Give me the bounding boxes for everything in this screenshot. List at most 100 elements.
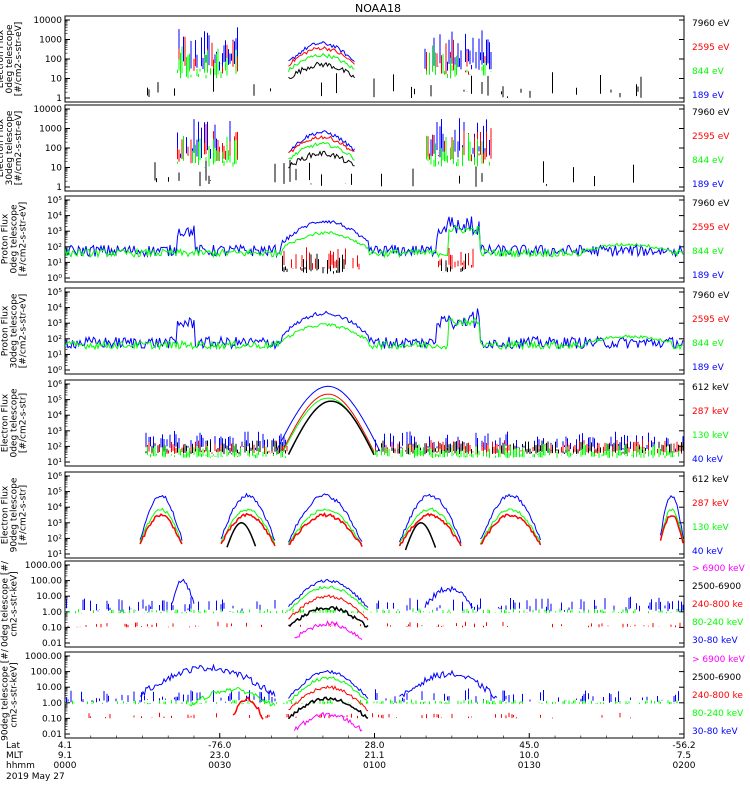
series-line xyxy=(288,135,355,154)
legend-entry: 40 keV xyxy=(692,547,724,557)
panel-1: 1 10 100 1000 10000 Electron Flux0deg telesco… xyxy=(0,15,730,104)
y-tick-label: 1 xyxy=(56,94,62,104)
y-tick-label: 1.00 xyxy=(42,699,62,709)
x-tick-label: -56.2 xyxy=(672,741,695,751)
y-axis-label: TEDProton Flux0deg telescope[#/cm2-s-str… xyxy=(0,202,29,277)
y-tick-label: 10³ xyxy=(47,319,62,329)
series-line xyxy=(65,317,684,351)
series-line xyxy=(282,393,375,452)
data-traces xyxy=(145,385,684,459)
y-tick-label: 10⁵ xyxy=(47,396,62,406)
data-traces xyxy=(65,308,684,351)
legend-entry: 189 eV xyxy=(692,180,725,190)
y-tick-label: 10² xyxy=(47,442,62,452)
y-tick-label: 10⁴ xyxy=(47,503,62,513)
series-line xyxy=(424,585,474,608)
y-tick-label: 10⁰ xyxy=(47,274,62,284)
legend-entry: 844 eV xyxy=(692,339,725,349)
date-label: 2019 May 27 xyxy=(6,772,65,782)
y-tick-label: 1000.00 xyxy=(25,561,62,571)
y-tick-label: 100.00 xyxy=(31,577,63,587)
series-line xyxy=(65,308,684,350)
data-traces xyxy=(65,216,684,274)
legend-entry: 2595 eV xyxy=(692,132,730,142)
series-line xyxy=(294,620,363,641)
legend-entry: 80-240 keV xyxy=(692,618,744,628)
series-line xyxy=(294,711,363,732)
y-tick-label: 100 xyxy=(45,144,62,154)
legend-entry: 2500-6900 xyxy=(692,582,741,592)
series-spikes xyxy=(177,45,492,79)
legend-entry: 2500-6900 xyxy=(692,673,741,683)
y-tick-label: 10³ xyxy=(47,519,62,529)
series-line xyxy=(288,605,369,628)
legend-entry: 189 eV xyxy=(692,363,725,373)
chart-title: NOAA18 xyxy=(355,2,401,15)
panel-frame xyxy=(64,651,685,739)
series-spikes xyxy=(65,596,684,612)
legend-entry: 844 eV xyxy=(692,156,725,166)
x-tick-label: 10.0 xyxy=(519,751,539,761)
y-axis-label: Electron Flux30deg telescope[#/cm2-s-str… xyxy=(0,110,24,185)
y-tick-label: 0.01 xyxy=(42,730,62,740)
legend-entry: 189 eV xyxy=(692,271,725,281)
series-line xyxy=(288,685,369,712)
series-line xyxy=(65,216,684,259)
x-tick-label: 0100 xyxy=(363,761,386,771)
x-row-label: MLT xyxy=(6,751,24,761)
legend-entry: 2595 eV xyxy=(692,223,730,233)
y-tick-label: 10⁵ xyxy=(47,488,62,498)
data-traces xyxy=(154,118,634,187)
series-spikes xyxy=(177,124,492,164)
series-line xyxy=(65,225,684,259)
series-spikes xyxy=(177,118,492,160)
series-line xyxy=(399,669,498,699)
y-tick-label: 10⁵ xyxy=(47,196,62,206)
series-line xyxy=(288,594,369,621)
y-tick-label: 100.00 xyxy=(31,668,63,678)
series-spikes xyxy=(283,247,474,270)
legend-entry: 7960 eV xyxy=(692,108,730,118)
data-traces xyxy=(147,27,642,98)
y-tick-label: 1000 xyxy=(39,125,62,135)
panel-6: 10¹ 10² 10³ 10⁴ 10⁵ 10⁶ MEPEDElectron Flux90de… xyxy=(0,471,729,560)
legend-entry: 189 eV xyxy=(692,91,725,101)
series-line xyxy=(288,150,355,169)
x-tick-label: 21.1 xyxy=(364,751,384,761)
y-tick-label: 0.10 xyxy=(42,714,62,724)
series-line xyxy=(288,130,355,153)
series-line xyxy=(139,507,684,546)
y-tick-label: 10.00 xyxy=(36,592,62,602)
legend-entry: 844 eV xyxy=(692,67,725,77)
y-axis-label: MEPEDElectron Flux0deg telescope[#/cm2-s… xyxy=(0,388,29,458)
series-line xyxy=(287,400,375,456)
y-tick-label: 10000 xyxy=(33,105,62,115)
y-tick-label: 10⁴ xyxy=(47,411,62,421)
legend-entry: 287 keV xyxy=(692,499,729,509)
x-tick-label: -76.0 xyxy=(208,741,232,751)
y-tick-label: 10⁶ xyxy=(47,380,62,390)
x-tick-label: 4.1 xyxy=(58,741,72,751)
legend-entry: 2595 eV xyxy=(692,43,730,53)
panels: 1 10 100 1000 10000 Electron Flux0deg telesco… xyxy=(0,15,746,741)
x-tick-label: 9.1 xyxy=(58,751,72,761)
series-spikes xyxy=(147,443,679,459)
series-line xyxy=(288,141,355,161)
y-tick-label: 10² xyxy=(47,335,62,345)
x-tick-label: 0030 xyxy=(208,761,231,771)
data-traces xyxy=(65,578,684,641)
y-tick-label: 10000 xyxy=(33,16,62,26)
y-tick-label: 10⁵ xyxy=(47,288,62,298)
y-tick-label: 1.00 xyxy=(42,608,62,618)
legend-entry: 7960 eV xyxy=(692,199,730,209)
x-tick-label: 28.0 xyxy=(364,741,384,751)
series-line xyxy=(276,385,381,452)
y-axis-label: TEDProton Flux30deg telescope[#/cm2-s-st… xyxy=(0,293,29,368)
y-tick-label: 10¹ xyxy=(47,458,62,468)
series-line xyxy=(139,492,684,544)
legend-entry: 7960 eV xyxy=(692,19,730,29)
x-tick-label: 0200 xyxy=(673,761,696,771)
x-row-label: Lat xyxy=(6,741,21,751)
